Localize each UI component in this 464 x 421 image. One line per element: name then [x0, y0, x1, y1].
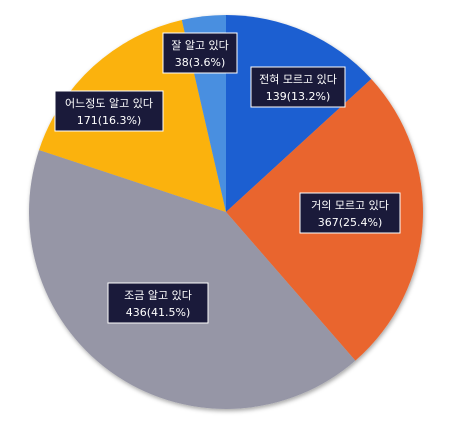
- slice-category-label: 조금 알고 있다: [124, 288, 192, 302]
- slice-label-1: 전혀 모르고 있다 139(13.2%): [250, 66, 346, 108]
- slice-label-box: [54, 90, 164, 132]
- slice-label-3: 조금 알고 있다 436(41.5%): [107, 282, 209, 324]
- slice-category-label: 어느정도 알고 있다: [65, 96, 153, 110]
- slice-category-label: 잘 알고 있다: [171, 38, 229, 52]
- pie-slice-1: [226, 15, 372, 212]
- slice-label-4: 어느정도 알고 있다 171(16.3%): [54, 90, 164, 132]
- slice-label-5: 잘 알고 있다 38(3.6%): [162, 32, 238, 74]
- pie-slice-3: [29, 149, 356, 409]
- slice-value-label: 436(41.5%): [126, 306, 191, 319]
- slice-value-label: 171(16.3%): [77, 114, 142, 127]
- slice-value-label: 38(3.6%): [175, 56, 226, 69]
- slice-category-label: 거의 모르고 있다: [311, 199, 389, 212]
- slice-label-box: [107, 282, 209, 324]
- slice-value-label: 139(13.2%): [266, 90, 331, 103]
- slice-value-label: 367(25.4%): [318, 216, 383, 229]
- slice-label-box: [299, 192, 401, 234]
- slice-label-2: 거의 모르고 있다 367(25.4%): [299, 192, 401, 234]
- slice-label-box: [250, 66, 346, 108]
- slice-label-box: [162, 32, 238, 74]
- slice-category-label: 전혀 모르고 있다: [259, 73, 337, 86]
